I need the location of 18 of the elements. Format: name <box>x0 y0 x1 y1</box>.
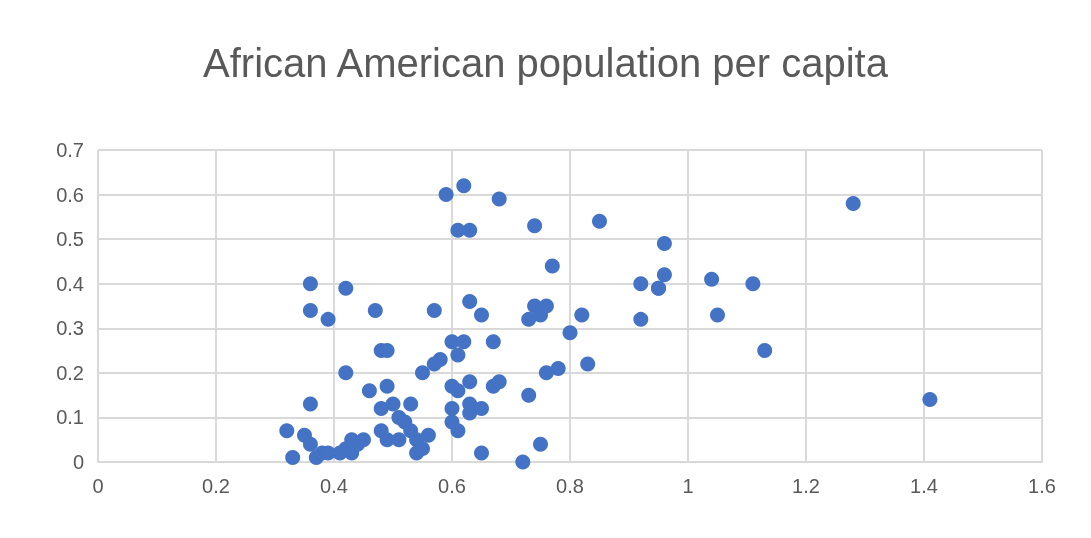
x-tick-label: 0.4 <box>320 475 348 497</box>
x-tick-label: 1.6 <box>1028 475 1056 497</box>
y-tick-label: 0.4 <box>56 272 84 295</box>
y-tick-label: 0.3 <box>56 317 84 340</box>
y-tick-label: 0.6 <box>56 183 84 206</box>
y-tick-label: 0 <box>72 451 84 473</box>
x-tick-label: 1.4 <box>910 475 938 497</box>
chart-title: African American population per capita <box>203 41 889 85</box>
y-tick-label: 0.2 <box>56 361 84 384</box>
x-tick-label: 1.2 <box>792 475 820 497</box>
x-tick-label: 0.2 <box>202 475 230 497</box>
x-tick-label: 0.8 <box>556 475 584 497</box>
x-tick-label: 1 <box>682 475 694 497</box>
x-tick-label: 0 <box>92 475 104 497</box>
y-tick-label: 0.7 <box>56 139 84 161</box>
y-tick-label: 0.1 <box>56 406 84 429</box>
x-tick-label: 0.6 <box>438 475 466 497</box>
y-tick-label: 0.5 <box>56 228 84 251</box>
